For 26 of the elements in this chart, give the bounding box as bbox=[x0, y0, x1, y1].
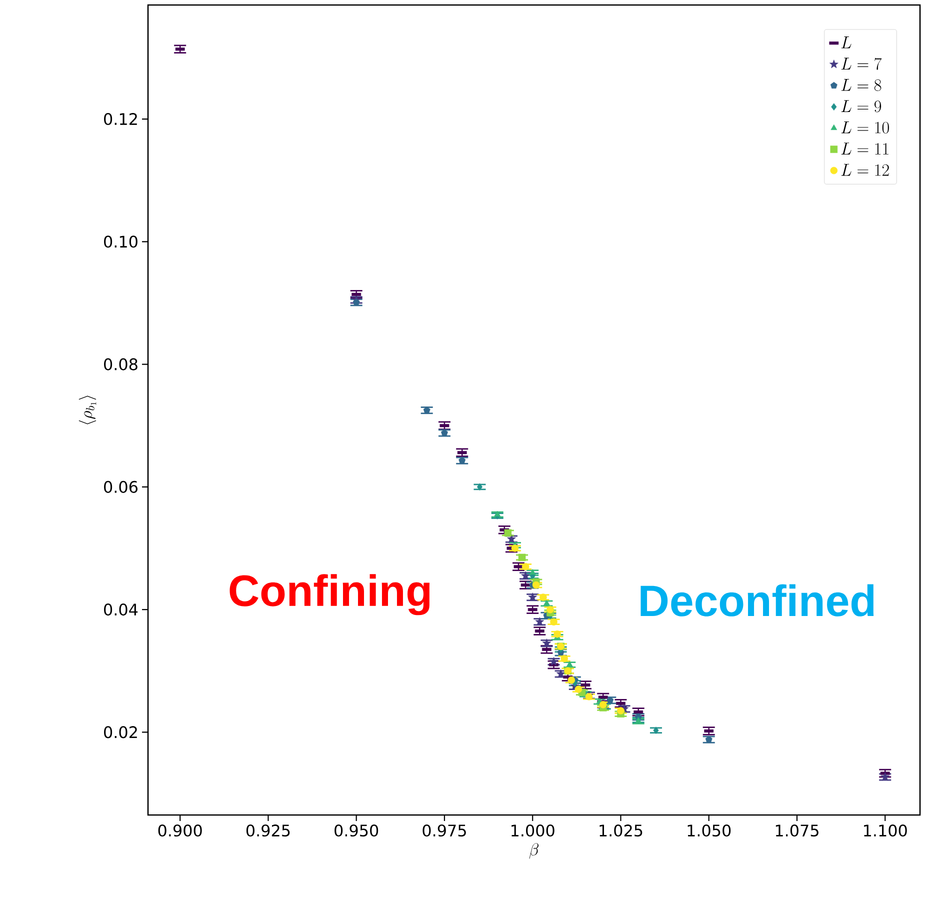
y-tick-label: 0.10 bbox=[104, 236, 138, 248]
x-tick-label: 1.100 bbox=[864, 824, 907, 837]
x-tick-label: 1.075 bbox=[776, 824, 818, 837]
legend-label: $L=10$ bbox=[841, 121, 889, 134]
y-tick-label: 0.04 bbox=[104, 604, 138, 616]
y-tick-label: 0.08 bbox=[104, 358, 138, 370]
legend-label: $L=8$ bbox=[841, 78, 882, 92]
y-axis-title: $\langle\rho_{b_1}\rangle$ bbox=[78, 396, 96, 424]
x-axis-title: $\beta$ bbox=[529, 843, 539, 859]
legend-label: $L=12$ bbox=[841, 164, 889, 176]
x-tick-label: 1.000 bbox=[512, 824, 554, 837]
x-tick-label: 1.025 bbox=[600, 824, 642, 837]
legend-label: $L=11$ bbox=[841, 142, 888, 154]
x-tick-label: 0.950 bbox=[334, 824, 378, 837]
x-tick-label: 0.900 bbox=[158, 824, 202, 837]
legend-label: $L$ bbox=[841, 36, 852, 48]
y-tick-label: 0.06 bbox=[104, 480, 138, 493]
x-tick-label: 0.925 bbox=[246, 824, 290, 837]
legend-label: $L=7$ bbox=[841, 58, 882, 70]
y-tick-label: 0.12 bbox=[104, 113, 137, 126]
y-tick-label: 0.02 bbox=[104, 726, 137, 738]
legend-label: $L=9$ bbox=[841, 100, 882, 112]
annotation: Confining bbox=[230, 574, 430, 616]
annotation: Deconfined bbox=[640, 584, 874, 616]
x-tick-label: 1.050 bbox=[688, 824, 731, 837]
x-tick-label: 0.975 bbox=[422, 824, 466, 837]
